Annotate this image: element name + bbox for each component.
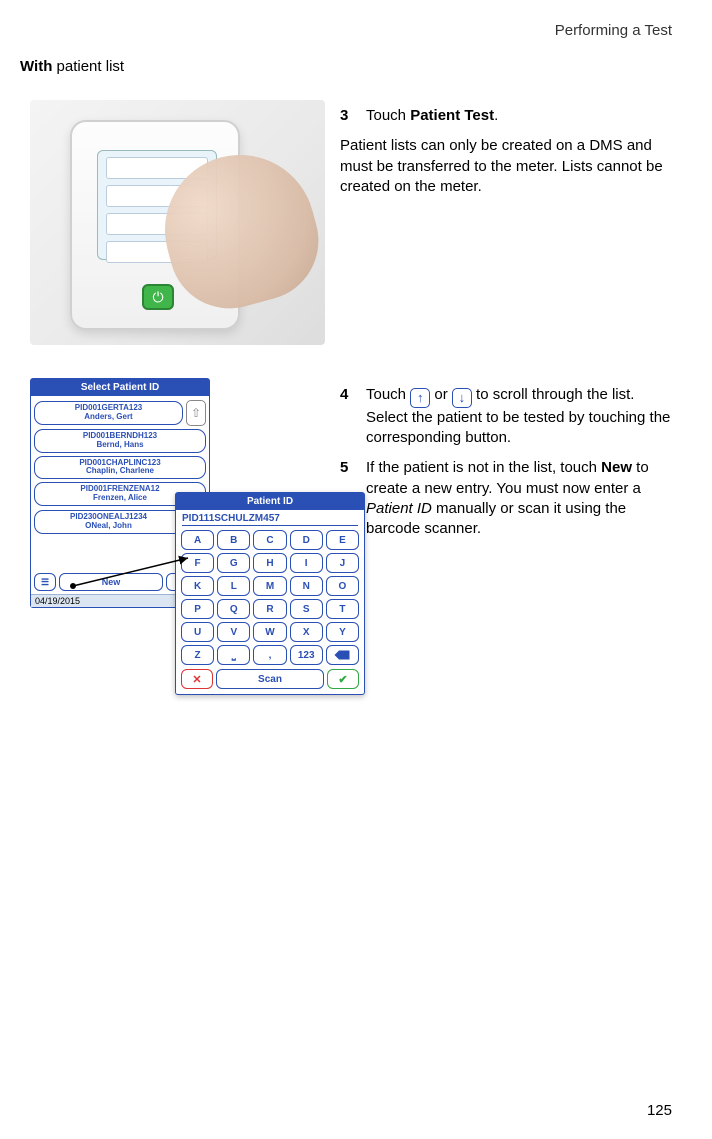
step-body: Touch ↑ or ↓ to scroll through the list.…: [366, 385, 680, 448]
patient-row: PID001BERNDH123 Bernd, Hans: [34, 429, 206, 453]
key-B[interactable]: B: [217, 530, 250, 550]
patient-name: Bernd, Hans: [37, 441, 203, 450]
text: .: [494, 107, 498, 124]
keyboard: A B C D E F G H I J K L M N O P Q R S T …: [176, 530, 364, 669]
section-title-bold: With: [20, 58, 52, 75]
key-F[interactable]: F: [181, 553, 214, 573]
input-underline: [182, 525, 358, 526]
text: or: [430, 386, 452, 403]
key-A[interactable]: A: [181, 530, 214, 550]
section-title-rest: patient list: [52, 58, 124, 75]
patient-id-screen: Patient ID PID111SCHULZM457 A B C D E F …: [175, 492, 365, 695]
key-R[interactable]: R: [253, 599, 286, 619]
key-J[interactable]: J: [326, 553, 359, 573]
confirm-button[interactable]: ✔: [327, 669, 359, 689]
key-D[interactable]: D: [290, 530, 323, 550]
key-S[interactable]: S: [290, 599, 323, 619]
step-3-para: Patient lists can only be created on a D…: [340, 136, 680, 197]
text: Touch: [366, 107, 410, 124]
key-Z[interactable]: Z: [181, 645, 214, 665]
key-K[interactable]: K: [181, 576, 214, 596]
scroll-up-button[interactable]: ⇧: [186, 400, 206, 426]
list-icon-button[interactable]: ☰: [34, 573, 56, 591]
cancel-button[interactable]: ✕: [181, 669, 213, 689]
key-Y[interactable]: Y: [326, 622, 359, 642]
patient-row: PID001GERTA123 Anders, Gert ⇧: [34, 400, 206, 426]
key-V[interactable]: V: [217, 622, 250, 642]
key-L[interactable]: L: [217, 576, 250, 596]
step-3: 3 Touch Patient Test.: [340, 106, 680, 126]
patient-button[interactable]: PID001BERNDH123 Bernd, Hans: [34, 429, 206, 453]
patient-id-input[interactable]: PID111SCHULZM457: [176, 510, 364, 525]
status-date: 04/19/2015: [35, 596, 80, 606]
key-Q[interactable]: Q: [217, 599, 250, 619]
key-I[interactable]: I: [290, 553, 323, 573]
key-T[interactable]: T: [326, 599, 359, 619]
key-M[interactable]: M: [253, 576, 286, 596]
key-comma[interactable]: ,: [253, 645, 286, 665]
step-num: 3: [340, 106, 366, 126]
text: If the patient is not in the list, touch: [366, 459, 601, 476]
key-C[interactable]: C: [253, 530, 286, 550]
key-123[interactable]: 123: [290, 645, 323, 665]
key-G[interactable]: G: [217, 553, 250, 573]
patient-name: ONeal, John: [37, 522, 180, 531]
select-patient-title: Select Patient ID: [31, 379, 209, 396]
arrow-down-icon: ↓: [452, 388, 472, 408]
text: Touch: [366, 386, 410, 403]
key-N[interactable]: N: [290, 576, 323, 596]
steps-4-5-block: 4 Touch ↑ or ↓ to scroll through the lis…: [340, 385, 680, 549]
text-italic: Patient ID: [366, 500, 432, 517]
patient-button[interactable]: PID230ONEALJ1234 ONeal, John: [34, 510, 183, 534]
key-P[interactable]: P: [181, 599, 214, 619]
step-body: If the patient is not in the list, touch…: [366, 458, 680, 539]
device-power-button: ⏻: [142, 284, 174, 310]
section-title: With patient list: [20, 58, 124, 75]
keyboard-actions: ✕ Scan ✔: [176, 669, 364, 694]
patient-name: Chaplin, Charlene: [37, 467, 203, 476]
patient-name: Anders, Gert: [37, 413, 180, 422]
scan-button[interactable]: Scan: [216, 669, 324, 689]
key-U[interactable]: U: [181, 622, 214, 642]
backspace-icon: [333, 649, 351, 661]
chapter-header: Performing a Test: [555, 22, 672, 39]
key-O[interactable]: O: [326, 576, 359, 596]
step-num: 4: [340, 385, 366, 448]
key-space[interactable]: ⎵: [217, 645, 250, 665]
page-number: 125: [647, 1102, 672, 1119]
step-body: Touch Patient Test.: [366, 106, 680, 126]
key-backspace[interactable]: [326, 645, 359, 665]
key-W[interactable]: W: [253, 622, 286, 642]
key-H[interactable]: H: [253, 553, 286, 573]
step-3-block: 3 Touch Patient Test. Patient lists can …: [340, 106, 680, 197]
text-bold: Patient Test: [410, 107, 494, 124]
text-bold: New: [601, 459, 632, 476]
patient-row: PID001CHAPLINC123 Chaplin, Charlene: [34, 456, 206, 480]
step-4: 4 Touch ↑ or ↓ to scroll through the lis…: [340, 385, 680, 448]
key-E[interactable]: E: [326, 530, 359, 550]
patient-id-title: Patient ID: [176, 493, 364, 510]
device-photo: ⏻: [30, 100, 325, 345]
step-5: 5 If the patient is not in the list, tou…: [340, 458, 680, 539]
arrow-up-icon: ↑: [410, 388, 430, 408]
new-button[interactable]: New: [59, 573, 163, 591]
patient-button[interactable]: PID001GERTA123 Anders, Gert: [34, 401, 183, 425]
patient-button[interactable]: PID001CHAPLINC123 Chaplin, Charlene: [34, 456, 206, 480]
